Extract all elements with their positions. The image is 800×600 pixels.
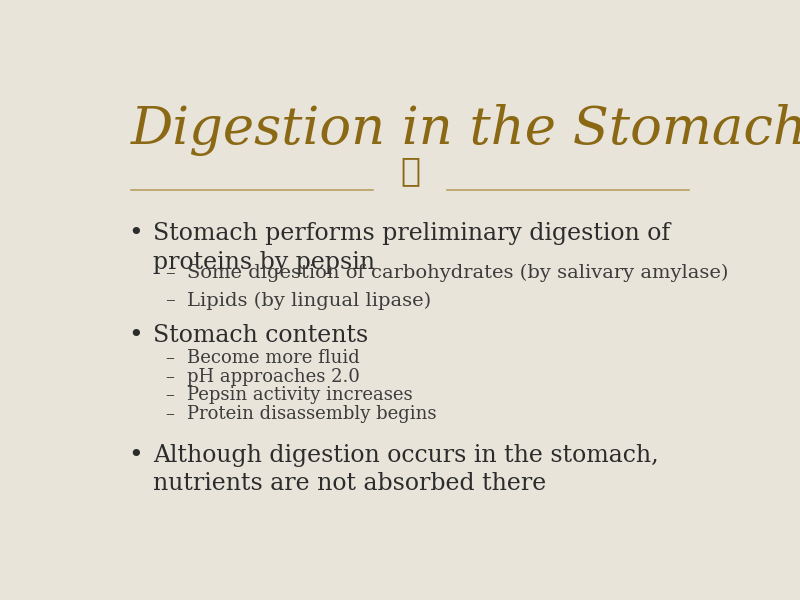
Text: •: • [128,222,142,245]
Text: Pepsin activity increases: Pepsin activity increases [187,386,413,404]
Text: Lipids (by lingual lipase): Lipids (by lingual lipase) [187,292,431,310]
Text: •: • [128,324,142,347]
Text: –: – [165,404,174,422]
Text: pH approaches 2.0: pH approaches 2.0 [187,368,360,386]
Text: –: – [165,368,174,386]
Text: Protein disassembly begins: Protein disassembly begins [187,404,436,422]
Text: Become more fluid: Become more fluid [187,349,359,367]
Text: Although digestion occurs in the stomach,
nutrients are not absorbed there: Although digestion occurs in the stomach… [153,444,658,496]
Text: –: – [165,349,174,367]
Text: Stomach performs preliminary digestion of
proteins by pepsin: Stomach performs preliminary digestion o… [153,222,670,274]
Text: Digestion in the Stomach: Digestion in the Stomach [131,104,800,157]
Text: –: – [165,292,175,310]
Text: Stomach contents: Stomach contents [153,324,368,347]
Text: •: • [128,444,142,467]
Text: –: – [165,264,175,282]
Text: Some digestion of carbohydrates (by salivary amylase): Some digestion of carbohydrates (by sali… [187,264,728,282]
Text: –: – [165,386,174,404]
Text: ❧: ❧ [400,155,420,187]
